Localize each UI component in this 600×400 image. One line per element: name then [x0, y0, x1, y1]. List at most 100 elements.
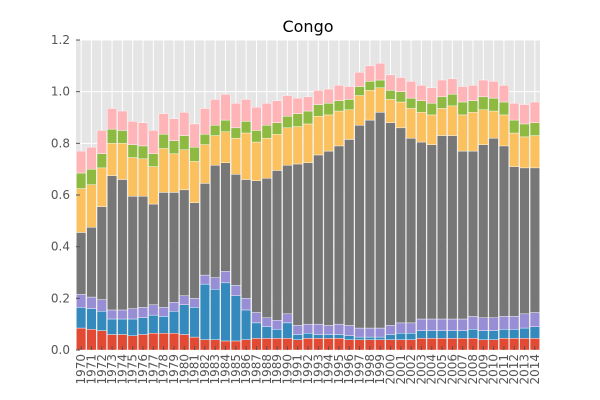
bar-segment	[303, 162, 313, 325]
bar-segment	[230, 174, 241, 286]
bar-segment	[509, 103, 520, 121]
bar-segment	[292, 325, 303, 335]
bar-segment	[86, 227, 97, 298]
bar-segment	[220, 162, 231, 272]
bar-segment	[323, 103, 334, 116]
bar-segment	[313, 116, 324, 156]
bar-segment	[199, 183, 210, 276]
bar-segment	[169, 192, 179, 303]
bar-segment	[230, 295, 241, 342]
bar-segment	[210, 99, 221, 126]
bar-segment	[86, 184, 97, 228]
bar-segment	[447, 135, 458, 320]
bar-segment	[241, 132, 252, 180]
bar-segment	[107, 175, 118, 311]
x-tick-label: 1987	[249, 354, 263, 385]
bar-segment	[179, 135, 190, 150]
x-tick-label: 2003	[414, 354, 428, 385]
bar-segment	[107, 128, 118, 144]
bar-segment	[210, 289, 221, 340]
bar-segment	[313, 334, 324, 339]
bar-segment	[426, 330, 437, 339]
bar-segment	[158, 316, 169, 334]
bar-segment	[179, 295, 190, 305]
x-tick-label: 2004	[425, 354, 439, 385]
bar-segment	[354, 86, 365, 96]
bar-segment	[169, 302, 179, 312]
bar-segment	[261, 317, 272, 327]
bar-segment	[437, 330, 447, 339]
bar-segment	[251, 312, 262, 324]
bar-segment	[437, 79, 447, 98]
bar-segment	[333, 323, 344, 335]
bar-segment	[333, 85, 344, 101]
bar-segment	[127, 196, 138, 309]
bar-segment	[261, 326, 272, 339]
bar-segment	[169, 311, 179, 334]
bar-segment	[292, 334, 303, 340]
bar-segment	[96, 153, 107, 169]
bar-segment	[468, 112, 478, 152]
bar-segment	[127, 318, 138, 336]
bar-segment	[148, 153, 159, 167]
bar-segment	[158, 148, 169, 193]
bar-segment	[292, 126, 303, 165]
bar-segment	[251, 106, 262, 131]
bar-segment	[488, 137, 499, 318]
bar-segment	[199, 134, 210, 145]
bar-segment	[199, 144, 210, 184]
bar-segment	[107, 309, 118, 320]
bar-segment	[416, 141, 427, 320]
bar-segment	[457, 101, 468, 116]
y-tick-label: 0.2	[51, 291, 70, 305]
x-tick-label: 1993	[311, 354, 325, 385]
bar-segment	[107, 108, 118, 130]
bar-segment	[96, 206, 107, 300]
bar-segment	[220, 94, 231, 121]
bar-segment	[148, 314, 159, 334]
bar-segment	[117, 130, 128, 144]
bar-segment	[364, 90, 375, 121]
bar-segment	[457, 150, 468, 320]
x-tick-label: 2012	[507, 354, 521, 385]
bar-segment	[230, 285, 241, 296]
bar-segment	[189, 123, 200, 148]
bar-segment	[230, 137, 241, 175]
y-tick-label: 1.2	[51, 33, 70, 47]
x-tick-label: 1974	[115, 354, 129, 385]
y-tick-label: 1.0	[51, 85, 70, 99]
bar-segment	[426, 87, 437, 104]
bar-segment	[406, 322, 417, 334]
bar-segment	[385, 74, 396, 91]
bar-segment	[158, 307, 169, 317]
bar-segment	[76, 294, 87, 308]
bar-segment	[179, 149, 190, 191]
bar-segment	[117, 143, 128, 180]
bar-series-1	[76, 327, 540, 351]
bar-segment	[169, 118, 179, 141]
bar-segment	[148, 304, 159, 316]
x-tick-label: 1991	[291, 354, 305, 385]
bar-segment	[272, 134, 283, 171]
bar-segment	[282, 95, 293, 117]
bar-segment	[375, 336, 386, 340]
bar-segment	[272, 122, 283, 135]
bar-segment	[344, 325, 355, 336]
x-tick-label: 2000	[383, 354, 397, 385]
bar-segment	[375, 327, 386, 338]
bar-segment	[416, 330, 427, 339]
bar-segment	[241, 99, 252, 122]
bar-segment	[220, 131, 231, 163]
bar-segment	[303, 323, 313, 334]
x-tick-label: 1979	[167, 354, 181, 385]
bar-segment	[395, 77, 406, 92]
bar-segment	[272, 170, 283, 321]
bar-segment	[76, 232, 87, 295]
bar-series-7	[76, 63, 540, 174]
bar-segment	[406, 333, 417, 340]
bar-segment	[509, 316, 520, 330]
bar-segment	[189, 307, 200, 338]
bar-segment	[189, 147, 200, 162]
bar-segment	[529, 135, 540, 169]
bar-segment	[395, 333, 406, 340]
